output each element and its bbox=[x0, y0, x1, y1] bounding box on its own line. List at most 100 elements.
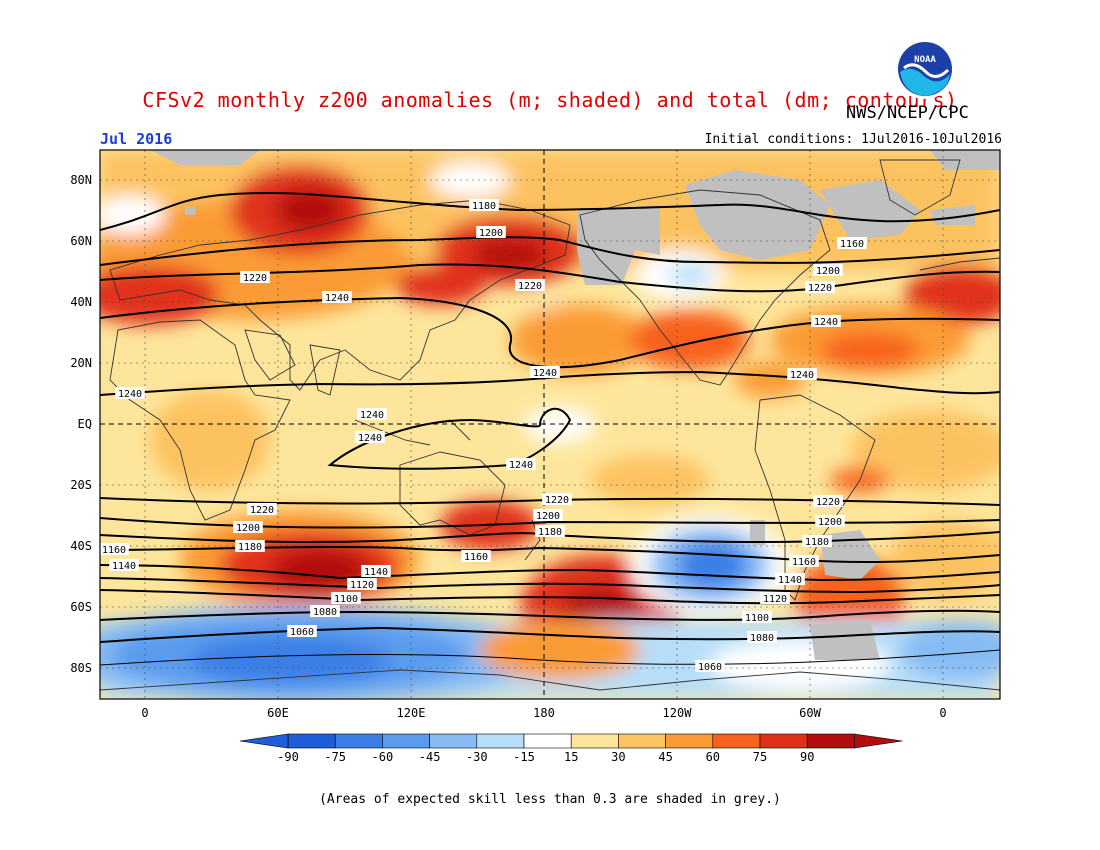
continent-outlines bbox=[100, 159, 1000, 691]
contour-label: 1240 bbox=[506, 458, 536, 471]
contour-label: 1080 bbox=[310, 605, 340, 618]
svg-text:1220: 1220 bbox=[243, 273, 267, 284]
colorbar-swatch bbox=[429, 733, 478, 749]
equator-dateline bbox=[100, 150, 1000, 699]
svg-text:1240: 1240 bbox=[358, 433, 382, 444]
colorbar: -90 -75 -60 -45 -30 -15 15 30 45 60 75 90 bbox=[239, 733, 903, 764]
contour-label: 1140 bbox=[109, 559, 139, 572]
svg-text:1200: 1200 bbox=[818, 517, 842, 528]
svg-text:1180: 1180 bbox=[472, 201, 496, 212]
contour-label: 1220 bbox=[542, 493, 572, 506]
svg-text:1060: 1060 bbox=[698, 662, 722, 673]
contour-label: 1180 bbox=[802, 535, 832, 548]
colorbar-label: -90 bbox=[277, 750, 299, 764]
svg-text:1080: 1080 bbox=[313, 607, 337, 618]
contour-label: 1060 bbox=[695, 660, 725, 673]
svg-text:1140: 1140 bbox=[112, 561, 136, 572]
svg-text:1240: 1240 bbox=[814, 317, 838, 328]
colorbar-swatch bbox=[712, 733, 761, 749]
contour-label: 1180 bbox=[535, 525, 565, 538]
svg-text:1240: 1240 bbox=[790, 370, 814, 381]
org-label: NWS/NCEP/CPC bbox=[846, 103, 969, 123]
lon-label: 120W bbox=[663, 706, 693, 720]
lat-label: 20N bbox=[70, 356, 92, 370]
contour-label: 1220 bbox=[813, 495, 843, 508]
map-title: CFSv2 monthly z200 anomalies (m; shaded)… bbox=[142, 88, 958, 112]
contour-label: 1080 bbox=[747, 631, 777, 644]
lon-label: 180 bbox=[533, 706, 555, 720]
contour-label: 1240 bbox=[811, 315, 841, 328]
lat-label: 60N bbox=[70, 234, 92, 248]
contour-label: 1200 bbox=[476, 226, 506, 239]
contour-label: 1240 bbox=[115, 387, 145, 400]
lat-label: 20S bbox=[70, 478, 92, 492]
lat-label: 60S bbox=[70, 600, 92, 614]
svg-text:1200: 1200 bbox=[536, 511, 560, 522]
lat-label: 40N bbox=[70, 295, 92, 309]
colorbar-swatch bbox=[618, 733, 666, 749]
svg-text:1240: 1240 bbox=[118, 389, 142, 400]
colorbar-high-arrow bbox=[854, 733, 903, 749]
colorbar-label: -15 bbox=[513, 750, 535, 764]
colorbar-swatch bbox=[759, 733, 808, 749]
svg-text:1160: 1160 bbox=[102, 545, 126, 556]
svg-text:1220: 1220 bbox=[518, 281, 542, 292]
contour-label: 1200 bbox=[233, 521, 263, 534]
lat-label: 80S bbox=[70, 661, 92, 675]
svg-text:1140: 1140 bbox=[364, 567, 388, 578]
lat-label: 80N bbox=[70, 173, 92, 187]
svg-text:1160: 1160 bbox=[792, 557, 816, 568]
colorbar-label: 45 bbox=[658, 750, 672, 764]
low-skill-grey-regions bbox=[150, 150, 1000, 660]
contour-label: 1200 bbox=[815, 515, 845, 528]
svg-text:1180: 1180 bbox=[538, 527, 562, 538]
svg-text:1080: 1080 bbox=[750, 633, 774, 644]
lat-label: 40S bbox=[70, 539, 92, 553]
svg-text:1060: 1060 bbox=[290, 627, 314, 638]
lon-label: 0 bbox=[939, 706, 946, 720]
skill-footnote: (Areas of expected skill less than 0.3 a… bbox=[319, 792, 781, 807]
forecast-month: Jul 2016 bbox=[100, 130, 173, 148]
svg-text:1180: 1180 bbox=[805, 537, 829, 548]
contour-label: 1140 bbox=[361, 565, 391, 578]
map-frame bbox=[99, 149, 1001, 700]
contour-label: 1200 bbox=[533, 509, 563, 522]
svg-text:1240: 1240 bbox=[533, 368, 557, 379]
contour-label: 1180 bbox=[235, 540, 265, 553]
contour-label: 1220 bbox=[247, 503, 277, 516]
contour-label: 1220 bbox=[805, 281, 835, 294]
lon-label: 60W bbox=[799, 706, 821, 720]
contour-label: 1200 bbox=[813, 264, 843, 277]
colorbar-swatch bbox=[665, 733, 714, 749]
colorbar-label: 15 bbox=[564, 750, 578, 764]
contour-label: 1100 bbox=[742, 611, 772, 624]
svg-text:1160: 1160 bbox=[464, 552, 488, 563]
svg-text:1220: 1220 bbox=[250, 505, 274, 516]
contour-label: 1240 bbox=[322, 291, 352, 304]
colorbar-label: 75 bbox=[753, 750, 767, 764]
svg-text:1180: 1180 bbox=[238, 542, 262, 553]
colorbar-label: 30 bbox=[611, 750, 625, 764]
colorbar-label: 60 bbox=[706, 750, 720, 764]
colorbar-swatch bbox=[476, 733, 525, 749]
svg-text:1200: 1200 bbox=[236, 523, 260, 534]
svg-text:1200: 1200 bbox=[479, 228, 503, 239]
svg-text:1220: 1220 bbox=[816, 497, 840, 508]
colorbar-low-arrow bbox=[239, 733, 289, 749]
contour-label: 1160 bbox=[461, 550, 491, 563]
lat-lon-grid bbox=[100, 150, 1000, 699]
contour-label: 1160 bbox=[789, 555, 819, 568]
svg-text:1240: 1240 bbox=[360, 410, 384, 421]
contour-label: 1180 bbox=[469, 199, 499, 212]
noaa-logo-icon: NOAA bbox=[895, 39, 955, 99]
svg-text:1160: 1160 bbox=[840, 239, 864, 250]
colorbar-label: -45 bbox=[419, 750, 441, 764]
svg-text:1200: 1200 bbox=[816, 266, 840, 277]
thin-contours bbox=[100, 649, 1000, 666]
svg-text:1100: 1100 bbox=[334, 594, 358, 605]
svg-text:1120: 1120 bbox=[763, 594, 787, 605]
colorbar-swatch bbox=[523, 733, 572, 749]
contour-label: 1220 bbox=[515, 279, 545, 292]
longitude-labels: 0 60E 120E 180 120W 60W 0 bbox=[141, 706, 946, 720]
